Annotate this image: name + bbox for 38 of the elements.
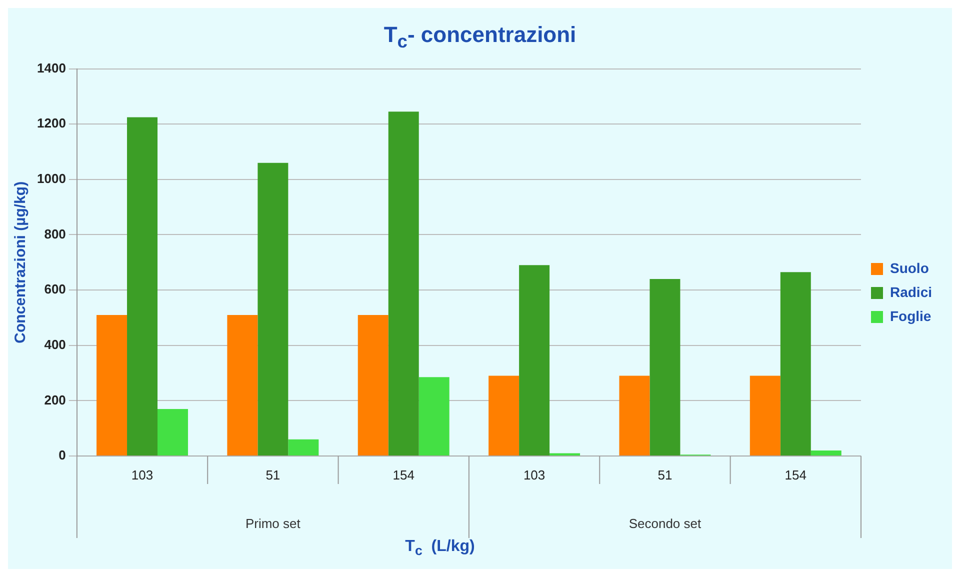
bar bbox=[619, 376, 650, 456]
y-tick-label: 200 bbox=[44, 392, 66, 408]
bar bbox=[780, 272, 811, 456]
bar bbox=[258, 163, 288, 456]
bar bbox=[96, 315, 128, 456]
bar bbox=[127, 118, 158, 456]
y-tick-label: 0 bbox=[58, 448, 66, 463]
bar bbox=[418, 378, 450, 456]
legend-label: Radici bbox=[890, 284, 932, 300]
bar bbox=[388, 112, 419, 456]
y-tick-label: 1200 bbox=[37, 116, 66, 132]
bar bbox=[358, 315, 388, 456]
y-tick-label: 400 bbox=[44, 337, 66, 352]
x-axis-title: T$_{c}$ (L/kg) bbox=[404, 538, 476, 561]
chart-title: T$_{c}$- concentrazioni bbox=[382, 21, 578, 54]
x-tick-label: 51 bbox=[658, 468, 672, 483]
y-tick-label: 800 bbox=[44, 226, 66, 242]
bar bbox=[650, 279, 680, 456]
text: Primo set bbox=[244, 516, 302, 532]
text: Secondo set bbox=[628, 516, 702, 532]
y-axis-title: Concentrazioni (µg/kg) bbox=[12, 182, 30, 344]
x-tick-label: 51 bbox=[266, 468, 280, 483]
y-tick-label: 1000 bbox=[37, 171, 66, 186]
bar bbox=[519, 266, 550, 456]
bar bbox=[750, 376, 780, 456]
bar bbox=[158, 409, 188, 456]
bar bbox=[227, 315, 258, 456]
x-tick-label: 103 bbox=[523, 468, 546, 483]
bar bbox=[488, 376, 520, 456]
x-tick-label: 103 bbox=[131, 468, 154, 483]
x-tick-label: 154 bbox=[392, 468, 414, 483]
bar bbox=[288, 440, 319, 456]
bar bbox=[810, 450, 842, 456]
y-tick-label: 600 bbox=[44, 282, 66, 298]
x-tick-label: 154 bbox=[784, 468, 806, 483]
legend-label: Foglie bbox=[890, 308, 932, 324]
legend-label: Suolo bbox=[890, 260, 929, 276]
y-tick-label: 1400 bbox=[37, 60, 66, 76]
